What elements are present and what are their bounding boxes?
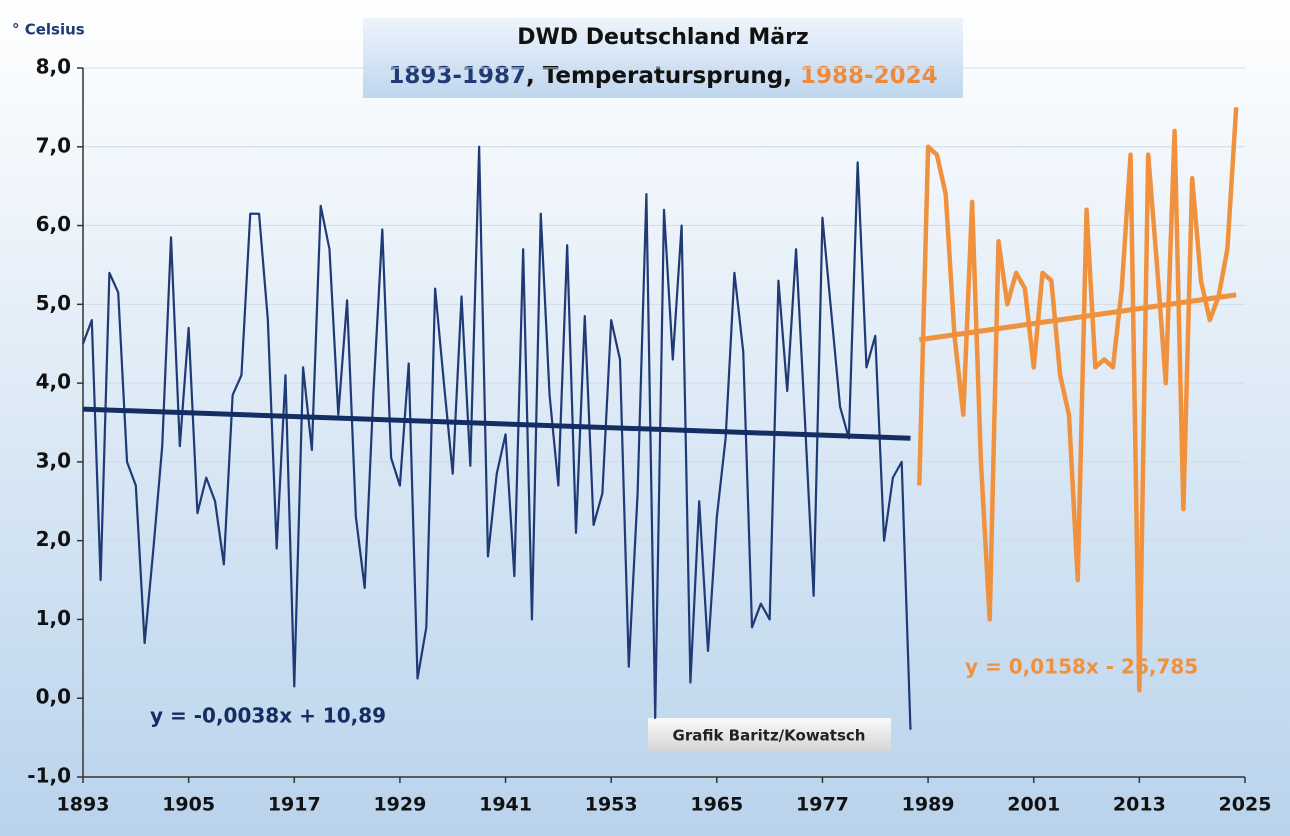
trend-line <box>918 292 1237 343</box>
y-tick-label: 5,0 <box>36 291 71 315</box>
y-tick-label: 2,0 <box>36 527 71 551</box>
y-tick-label: 3,0 <box>36 448 71 472</box>
x-tick-label: 1953 <box>585 794 638 816</box>
x-tick-label: 1917 <box>268 794 321 816</box>
data-line <box>917 107 1239 693</box>
y-tick-label: 8,0 <box>36 55 71 79</box>
subtitle-part: 1988-2024 <box>800 63 938 89</box>
subtitle-part: 1893-1987 <box>388 63 526 89</box>
source: Grafik Baritz/Kowatsch <box>673 727 866 745</box>
y-tick-label: 0,0 <box>36 685 71 709</box>
y-tick-label: -1,0 <box>27 764 71 788</box>
x-tick-label: 1929 <box>373 794 426 816</box>
x-tick-label: 2025 <box>1219 794 1272 816</box>
y-tick-label: 1,0 <box>36 606 71 630</box>
trend-equation: y = -0,0038x + 10,89 <box>150 704 386 728</box>
y-tick-label: 4,0 <box>36 370 71 394</box>
subtitle-part: , Temperatursprung, <box>526 63 800 89</box>
y-axis-label: ° Celsius <box>12 21 85 39</box>
x-tick-label: 1989 <box>902 794 955 816</box>
source-box <box>648 718 891 752</box>
y-tick-label: 6,0 <box>36 212 71 236</box>
chart-subtitle: 1893-1987, Temperatursprung, 1988-2024 <box>388 63 937 89</box>
x-tick-label: 1977 <box>796 794 849 816</box>
x-tick-label: 1905 <box>162 794 215 816</box>
x-tick-label: 2013 <box>1113 794 1166 816</box>
trend-line <box>82 406 911 441</box>
title-box <box>363 18 963 98</box>
chart-title: DWD Deutschland März <box>517 25 808 50</box>
x-tick-label: 2001 <box>1007 794 1060 816</box>
y-tick-label: 7,0 <box>36 133 71 157</box>
trend-equation: y = 0,0158x - 26,785 <box>965 655 1198 679</box>
x-tick-label: 1893 <box>57 794 110 816</box>
x-tick-label: 1941 <box>479 794 532 816</box>
data-line <box>81 145 912 730</box>
x-tick-label: 1965 <box>690 794 743 816</box>
